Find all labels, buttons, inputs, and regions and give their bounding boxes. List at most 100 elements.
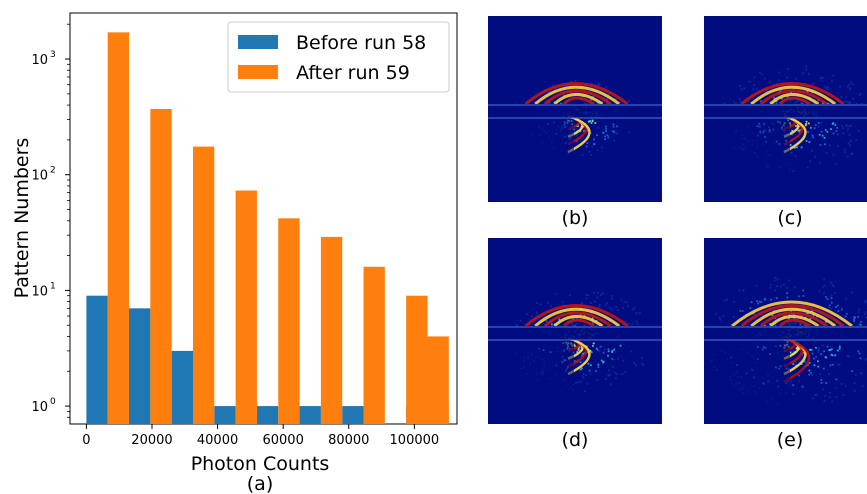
- speckle: [545, 99, 548, 102]
- speckle: [607, 350, 610, 353]
- speckle: [778, 79, 780, 82]
- speckle: [601, 131, 604, 134]
- speckle: [858, 323, 861, 326]
- speckle: [615, 97, 617, 100]
- speckle: [817, 125, 820, 128]
- fringe-arc: [778, 318, 811, 328]
- beamstop-shadow: [488, 341, 574, 424]
- speckle: [821, 286, 824, 289]
- speckle: [817, 349, 820, 352]
- speckle: [631, 308, 634, 311]
- speckle: [770, 298, 772, 301]
- speckle: [589, 372, 592, 375]
- gap-edge: [704, 339, 867, 341]
- gap-edge: [488, 326, 662, 328]
- bar-before-4: [256, 406, 279, 424]
- fringe-arc: [562, 318, 595, 328]
- speckle: [600, 359, 603, 362]
- speckle: [805, 68, 808, 71]
- speckle: [848, 133, 851, 136]
- speckle: [836, 349, 839, 352]
- speckle: [849, 81, 852, 84]
- speckle: [600, 146, 603, 149]
- fringe-arc: [543, 311, 612, 328]
- legend: Before run 58 After run 59: [227, 21, 450, 93]
- speckle: [802, 295, 805, 297]
- speckle: [837, 310, 840, 313]
- speckle: [614, 132, 616, 135]
- speckle: [786, 296, 789, 299]
- speckle: [836, 144, 839, 147]
- speckle: [830, 80, 833, 83]
- speckle: [592, 291, 595, 294]
- speckle: [764, 77, 766, 80]
- speckle: [622, 307, 625, 309]
- speckle: [796, 347, 799, 349]
- bar-after-8: [427, 336, 449, 424]
- speckle: [798, 374, 800, 377]
- speckle: [574, 79, 577, 82]
- speckle: [819, 373, 822, 376]
- speckle: [607, 136, 610, 139]
- speckle: [576, 88, 578, 90]
- speckle: [559, 90, 562, 93]
- speckle: [803, 360, 806, 363]
- speckle: [615, 125, 618, 128]
- speckle: [860, 324, 862, 327]
- speckle: [834, 386, 837, 389]
- speckle: [750, 301, 753, 304]
- speckle: [801, 385, 804, 388]
- speckle: [857, 350, 860, 353]
- speckle: [780, 89, 783, 92]
- speckle: [824, 394, 827, 397]
- speckle: [855, 139, 858, 142]
- speckle: [641, 356, 643, 359]
- speckle: [598, 306, 601, 309]
- bar-before-5: [299, 406, 321, 424]
- speckle: [813, 364, 816, 367]
- speckle: [773, 309, 776, 312]
- speckle: [596, 296, 599, 299]
- speckle: [848, 101, 850, 104]
- speckle: [561, 301, 564, 304]
- legend-swatch-after: [238, 65, 278, 79]
- speckle: [836, 126, 839, 129]
- speckle: [834, 292, 837, 294]
- speckle: [825, 382, 828, 384]
- speckle: [820, 381, 823, 384]
- speckle: [832, 132, 835, 135]
- speckle: [802, 72, 805, 75]
- fringe-arc: [534, 85, 621, 106]
- speckle: [851, 83, 854, 86]
- speckle: [768, 80, 771, 83]
- speckle: [723, 102, 726, 105]
- speckle: [590, 132, 592, 134]
- speckle: [850, 140, 852, 142]
- speckle: [764, 298, 767, 301]
- speckle: [809, 348, 811, 351]
- speckle: [611, 349, 614, 352]
- fringe-arc: [534, 307, 621, 328]
- speckle: [591, 345, 594, 347]
- speckle: [829, 144, 831, 147]
- speckle: [775, 297, 778, 299]
- speckle: [798, 380, 801, 383]
- speckle: [590, 351, 593, 354]
- speckle: [794, 101, 797, 104]
- speckle: [612, 366, 614, 368]
- speckle: [740, 88, 743, 91]
- bar-after-3: [235, 190, 257, 424]
- speckle: [825, 320, 827, 323]
- speckle: [526, 313, 528, 316]
- speckle: [788, 323, 791, 326]
- fringe-arc: [553, 92, 604, 106]
- speckle: [795, 321, 798, 324]
- speckle: [627, 100, 630, 102]
- speckle: [846, 128, 849, 131]
- speckle: [598, 84, 601, 87]
- speckle: [590, 98, 593, 101]
- speckle: [605, 304, 607, 307]
- speckle: [804, 124, 807, 127]
- speckle: [819, 77, 822, 80]
- speckle: [739, 101, 742, 104]
